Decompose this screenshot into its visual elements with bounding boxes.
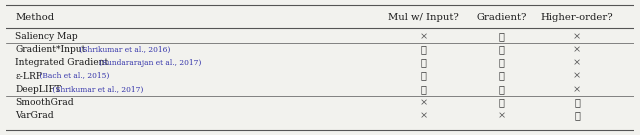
Text: (Sundararajan et al., 2017): (Sundararajan et al., 2017): [99, 59, 202, 67]
Text: Saliency Map: Saliency Map: [15, 32, 78, 41]
Text: ×: ×: [573, 45, 581, 54]
Text: SmoothGrad: SmoothGrad: [15, 98, 74, 107]
Text: ×: ×: [419, 32, 428, 41]
Text: ✓: ✓: [499, 32, 505, 41]
Text: Integrated Gradient: Integrated Gradient: [15, 58, 108, 67]
Text: (Shrikumar et al., 2017): (Shrikumar et al., 2017): [51, 85, 144, 93]
Text: Gradient*Input: Gradient*Input: [15, 45, 86, 54]
Text: ✓: ✓: [420, 58, 426, 67]
Text: ×: ×: [573, 85, 581, 94]
Text: DeepLIFT: DeepLIFT: [15, 85, 61, 94]
Text: ×: ×: [573, 32, 581, 41]
Text: ✓: ✓: [574, 98, 580, 107]
Text: ✓: ✓: [499, 98, 505, 107]
Text: Gradient*Input: Gradient*Input: [15, 45, 86, 54]
Text: Mul w/ Input?: Mul w/ Input?: [388, 13, 459, 22]
Text: ✓: ✓: [420, 72, 426, 81]
Text: ✓: ✓: [574, 111, 580, 120]
Text: ε-LRP: ε-LRP: [15, 72, 42, 81]
Text: ×: ×: [573, 72, 581, 81]
Text: (Bach et al., 2015): (Bach et al., 2015): [37, 72, 109, 80]
Text: ×: ×: [419, 111, 428, 120]
Text: ✓: ✓: [420, 45, 426, 54]
Text: Higher-order?: Higher-order?: [541, 13, 614, 22]
Text: ε-LRP: ε-LRP: [15, 72, 42, 81]
Text: Gradient?: Gradient?: [477, 13, 527, 22]
Text: ✓: ✓: [499, 58, 505, 67]
Text: DeepLIFT: DeepLIFT: [15, 85, 61, 94]
Text: Method: Method: [15, 13, 54, 22]
Text: (Shrikumar et al., 2016): (Shrikumar et al., 2016): [77, 46, 170, 54]
Text: ✓: ✓: [499, 85, 505, 94]
Text: Integrated Gradient: Integrated Gradient: [15, 58, 108, 67]
Text: ×: ×: [419, 98, 428, 107]
Text: ✓: ✓: [499, 45, 505, 54]
Text: ✓: ✓: [499, 72, 505, 81]
Text: ×: ×: [573, 58, 581, 67]
Text: ✓: ✓: [420, 85, 426, 94]
Text: ×: ×: [498, 111, 506, 120]
Text: VarGrad: VarGrad: [15, 111, 54, 120]
